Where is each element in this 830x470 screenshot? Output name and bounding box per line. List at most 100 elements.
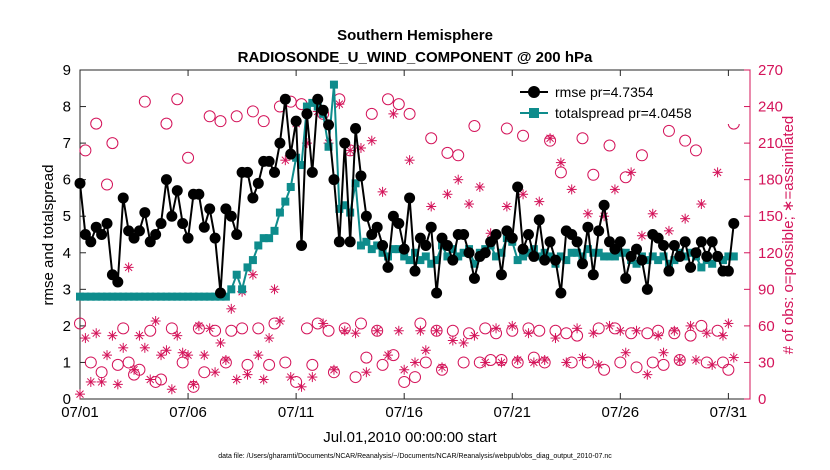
assimilated-point — [410, 357, 420, 368]
assimilated-point — [701, 328, 712, 339]
totalspread-point — [302, 102, 311, 111]
assimilated-point — [442, 189, 453, 200]
totalspread-point — [578, 252, 587, 261]
totalspread-point — [173, 292, 182, 301]
rmse-point — [495, 269, 507, 281]
rmse-point — [117, 192, 129, 204]
totalspread-point — [329, 80, 338, 89]
totalspread-point — [200, 292, 209, 301]
assimilated-point — [728, 352, 739, 363]
totalspread-point — [81, 292, 90, 301]
assimilated-point — [696, 199, 707, 210]
totalspread-point — [335, 204, 344, 213]
totalspread-point — [286, 182, 295, 191]
rmse-point — [593, 225, 605, 237]
possible-point — [354, 317, 367, 330]
rmse-point — [571, 236, 583, 248]
rmse-point — [533, 214, 545, 226]
possible-point — [133, 363, 146, 376]
x-tick-label: 07/11 — [278, 404, 314, 421]
rmse-point — [404, 192, 416, 204]
assimilated-point — [399, 364, 410, 375]
assimilated-point — [636, 230, 647, 241]
totalspread-point — [194, 292, 203, 301]
totalspread-point — [351, 179, 360, 188]
rmse-point — [339, 137, 351, 149]
rmse-point — [306, 166, 318, 178]
possible-point — [527, 351, 540, 364]
rmse-point — [539, 254, 551, 266]
rmse-point — [398, 243, 410, 255]
assimilated-point — [161, 345, 172, 356]
rmse-point — [447, 254, 459, 266]
totalspread-point — [421, 252, 430, 261]
possible-point — [625, 327, 638, 340]
chart-subtitle: RADIOSONDE_U_WIND_COMPONENT @ 200 hPa — [238, 49, 593, 66]
rmse-point — [350, 122, 362, 134]
rmse-point — [160, 174, 172, 186]
rmse-point — [296, 239, 308, 251]
assimilated-point — [231, 374, 242, 385]
assimilated-point — [566, 184, 577, 195]
totalspread-point — [324, 142, 333, 151]
x-tick-label: 07/16 — [385, 404, 423, 421]
possible-point — [160, 117, 173, 130]
possible-point — [538, 356, 551, 369]
rmse-point — [360, 210, 372, 222]
y-tick-label-right: 240 — [758, 99, 783, 116]
possible-point — [635, 149, 648, 162]
rmse-point — [263, 155, 275, 167]
legend-box — [520, 78, 742, 124]
assimilated-point — [393, 325, 404, 336]
assimilated-point — [361, 367, 372, 378]
totalspread-point — [648, 252, 657, 261]
y-tick-label: 4 — [63, 245, 71, 262]
assimilated-point — [680, 213, 691, 224]
possible-point — [673, 354, 686, 367]
possible-point — [468, 120, 481, 133]
possible-point — [79, 144, 92, 157]
rmse-point — [371, 221, 383, 233]
y-tick-label-right: 150 — [758, 208, 783, 225]
rmse-point — [425, 221, 437, 233]
totalspread-point — [729, 252, 738, 261]
assimilated-point — [555, 157, 566, 168]
assimilated-point — [172, 330, 183, 341]
rmse-point — [155, 218, 167, 230]
totalspread-point — [308, 98, 317, 107]
totalspread-point — [448, 245, 457, 254]
totalspread-point — [103, 292, 112, 301]
possible-point — [544, 134, 557, 147]
assimilated-point — [156, 350, 167, 361]
rmse-point — [279, 93, 291, 105]
rmse-point — [96, 229, 108, 240]
legend-totalspread-label: totalspread pr=4.0458 — [555, 105, 692, 121]
totalspread-point — [416, 256, 425, 265]
rmse-point — [420, 239, 432, 251]
rmse-point — [441, 239, 453, 251]
totalspread-point — [594, 248, 603, 257]
assimilated-point — [366, 135, 377, 146]
assimilated-point — [253, 350, 264, 361]
rmse-point — [598, 199, 610, 211]
possible-point — [300, 322, 313, 335]
totalspread-point — [297, 161, 306, 170]
rmse-point — [695, 236, 707, 248]
assimilated-point — [134, 330, 145, 341]
possible-point — [101, 178, 114, 191]
totalspread-point — [292, 153, 301, 162]
rmse-point — [225, 210, 237, 222]
possible-point — [182, 151, 195, 164]
possible-point — [414, 317, 427, 330]
totalspread-point — [270, 226, 279, 235]
rmse-point — [512, 181, 524, 193]
assimilated-point — [166, 384, 177, 395]
totalspread-point — [205, 292, 214, 301]
rmse-point — [674, 250, 686, 262]
assimilated-point — [712, 167, 723, 178]
assimilated-point — [183, 350, 194, 361]
rmse-point — [382, 261, 394, 273]
rmse-point — [620, 272, 632, 284]
data-file-footer: data file: /Users/gharamti/Documents/NCA… — [218, 453, 612, 460]
y-tick-label: 9 — [63, 62, 71, 79]
